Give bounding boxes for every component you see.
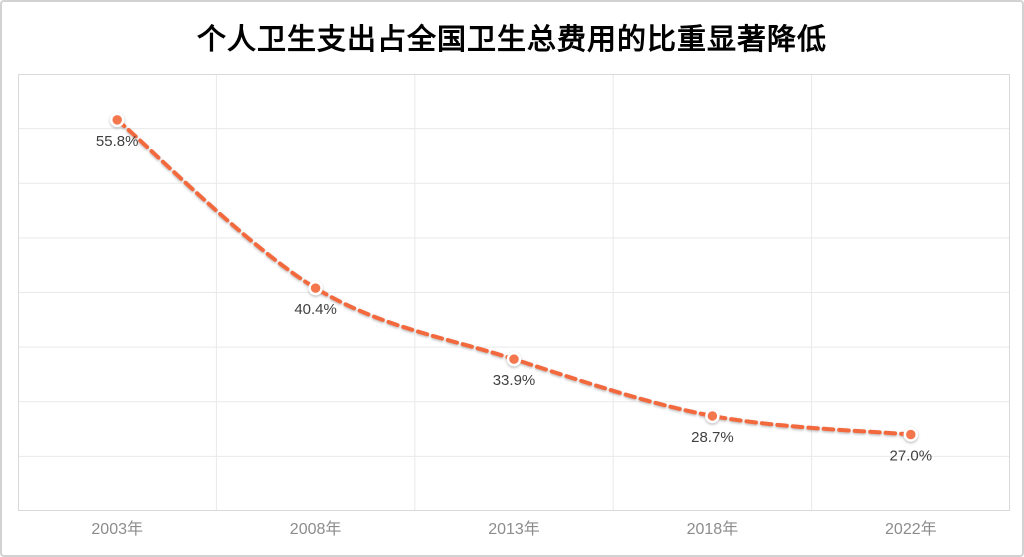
x-axis-label: 2022年 (885, 521, 937, 538)
x-axis: 2003年 2008年 2013年 2018年 2022年 (18, 516, 1010, 544)
chart-title: 个人卫生支出占全国卫生总费用的比重显著降低 (196, 24, 827, 56)
data-point-label: 28.7% (691, 429, 734, 446)
data-point-label: 27.0% (890, 448, 933, 465)
x-axis-label: 2013年 (488, 521, 540, 538)
data-point-label: 55.8% (96, 133, 139, 150)
x-axis-label: 2008年 (289, 521, 342, 538)
x-axis-label: 2018年 (686, 521, 739, 538)
plot-area: 55.8% 40.4% 33.9% 28.7% 27.0% (18, 74, 1010, 511)
data-point-label: 40.4% (294, 301, 337, 318)
line-chart-svg: 55.8% 40.4% 33.9% 28.7% 27.0% (18, 74, 1010, 511)
data-point-label: 33.9% (493, 372, 536, 389)
x-axis-label: 2003年 (91, 521, 143, 538)
